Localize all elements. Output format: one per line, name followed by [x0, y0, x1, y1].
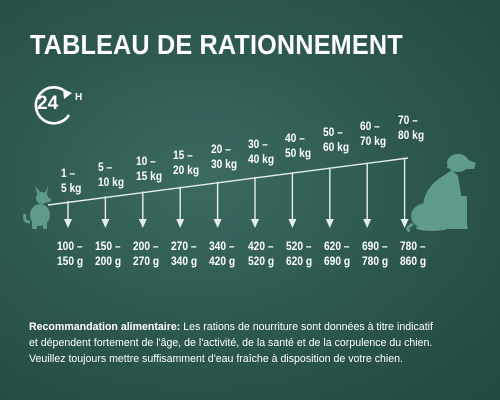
- arrow-head: [363, 219, 372, 228]
- clock-24h-icon: 24 H: [27, 85, 89, 131]
- weight-to: 30 kg: [210, 157, 237, 172]
- weight-from: 1 –: [61, 166, 76, 180]
- ration-from: 150 –: [95, 239, 121, 253]
- badge-number: 24: [37, 93, 59, 114]
- ration-from: 100 –: [57, 239, 83, 253]
- ration-label: 270 –340 g: [171, 239, 197, 269]
- weight-label: 15 –20 kg: [173, 148, 199, 178]
- weight-label: 70 –80 kg: [398, 113, 424, 143]
- weight-label: 30 –40 kg: [248, 137, 274, 167]
- arrow-head: [101, 219, 110, 228]
- ration-label: 520 –620 g: [286, 239, 312, 269]
- weight-label: 60 –70 kg: [360, 119, 386, 149]
- ration-to: 520 g: [247, 254, 274, 268]
- weight-to: 10 kg: [98, 175, 125, 190]
- weight-to: 50 kg: [285, 145, 312, 160]
- ration-label: 690 –780 g: [362, 239, 388, 269]
- ration-from: 620 –: [323, 239, 350, 253]
- weight-to: 15 kg: [135, 169, 162, 184]
- ration-label: 100 –150 g: [57, 239, 83, 269]
- ration-to: 780 g: [361, 254, 388, 268]
- ration-label: 200 –270 g: [133, 239, 159, 269]
- ration-from: 420 –: [247, 239, 274, 253]
- footnote-line-2: et dépendent fortement de l'âge, de l'ac…: [29, 337, 433, 349]
- small-dog-icon: [23, 186, 51, 229]
- ration-label: 150 –200 g: [95, 239, 121, 269]
- weight-from: 10 –: [135, 154, 156, 169]
- ration-from: 690 –: [361, 239, 388, 253]
- ration-from: 520 –: [285, 239, 312, 253]
- ration-label: 780 –860 g: [400, 239, 426, 269]
- weight-to: 80 kg: [397, 127, 424, 142]
- ration-to: 420 g: [209, 254, 236, 268]
- ration-to: 150 g: [57, 254, 84, 268]
- page-title: TABLEAU DE RATIONNEMENT: [30, 29, 403, 60]
- ration-to: 860 g: [399, 254, 426, 268]
- ration-from: 780 –: [399, 239, 426, 253]
- weight-label: 20 –30 kg: [211, 142, 237, 172]
- footnote-line-1: Les rations de nourriture sont données à…: [183, 321, 433, 333]
- weight-from: 5 –: [98, 160, 113, 175]
- footnote-line-3: Veuillez toujours mettre suffisamment d'…: [29, 353, 403, 365]
- weight-from: 20 –: [210, 142, 231, 157]
- feeding-recommendation: Recommandation alimentaire: Les rations …: [29, 319, 481, 367]
- badge-unit: H: [75, 92, 83, 103]
- weight-label: 10 –15 kg: [136, 154, 162, 184]
- arrow-head: [251, 219, 259, 228]
- ration-to: 340 g: [171, 254, 198, 268]
- weight-to: 40 kg: [248, 151, 275, 166]
- weight-label: 50 –60 kg: [323, 125, 349, 155]
- arrow-head: [400, 219, 409, 228]
- weight-to: 5 kg: [61, 181, 82, 195]
- weight-to: 60 kg: [322, 139, 349, 154]
- ration-to: 620 g: [285, 254, 312, 268]
- weight-label: 1 –5 kg: [61, 166, 81, 196]
- footnote-label: Recommandation alimentaire:: [29, 321, 181, 333]
- arrow-head: [325, 219, 334, 228]
- arrow-head: [64, 219, 72, 228]
- arrow-head: [176, 219, 185, 228]
- large-dog-icon: [406, 154, 476, 233]
- arrow-head: [288, 219, 297, 228]
- weight-from: 40 –: [285, 130, 306, 145]
- ration-to: 690 g: [323, 254, 350, 268]
- ration-to: 270 g: [133, 254, 160, 268]
- arrows: [47, 157, 409, 228]
- guide-line: [47, 157, 409, 206]
- weight-from: 30 –: [248, 136, 268, 151]
- weight-to: 70 kg: [360, 133, 387, 148]
- weight-from: 70 –: [397, 112, 418, 127]
- ration-to: 200 g: [95, 254, 122, 268]
- weight-to: 20 kg: [173, 163, 200, 178]
- ration-label: 340 –420 g: [209, 239, 235, 269]
- arrow-head: [138, 219, 147, 228]
- weight-from: 60 –: [360, 118, 381, 133]
- ration-from: 270 –: [171, 239, 197, 253]
- weight-label: 40 –50 kg: [285, 131, 311, 161]
- weight-from: 15 –: [173, 148, 194, 163]
- ration-from: 340 –: [209, 239, 235, 253]
- weight-label: 5 –10 kg: [98, 160, 124, 190]
- ration-from: 200 –: [133, 239, 159, 253]
- weight-from: 50 –: [322, 124, 343, 139]
- ration-label: 620 –690 g: [324, 239, 350, 269]
- ration-diagram: [23, 154, 476, 233]
- ration-label: 420 –520 g: [248, 239, 274, 269]
- arrow-head: [213, 219, 222, 228]
